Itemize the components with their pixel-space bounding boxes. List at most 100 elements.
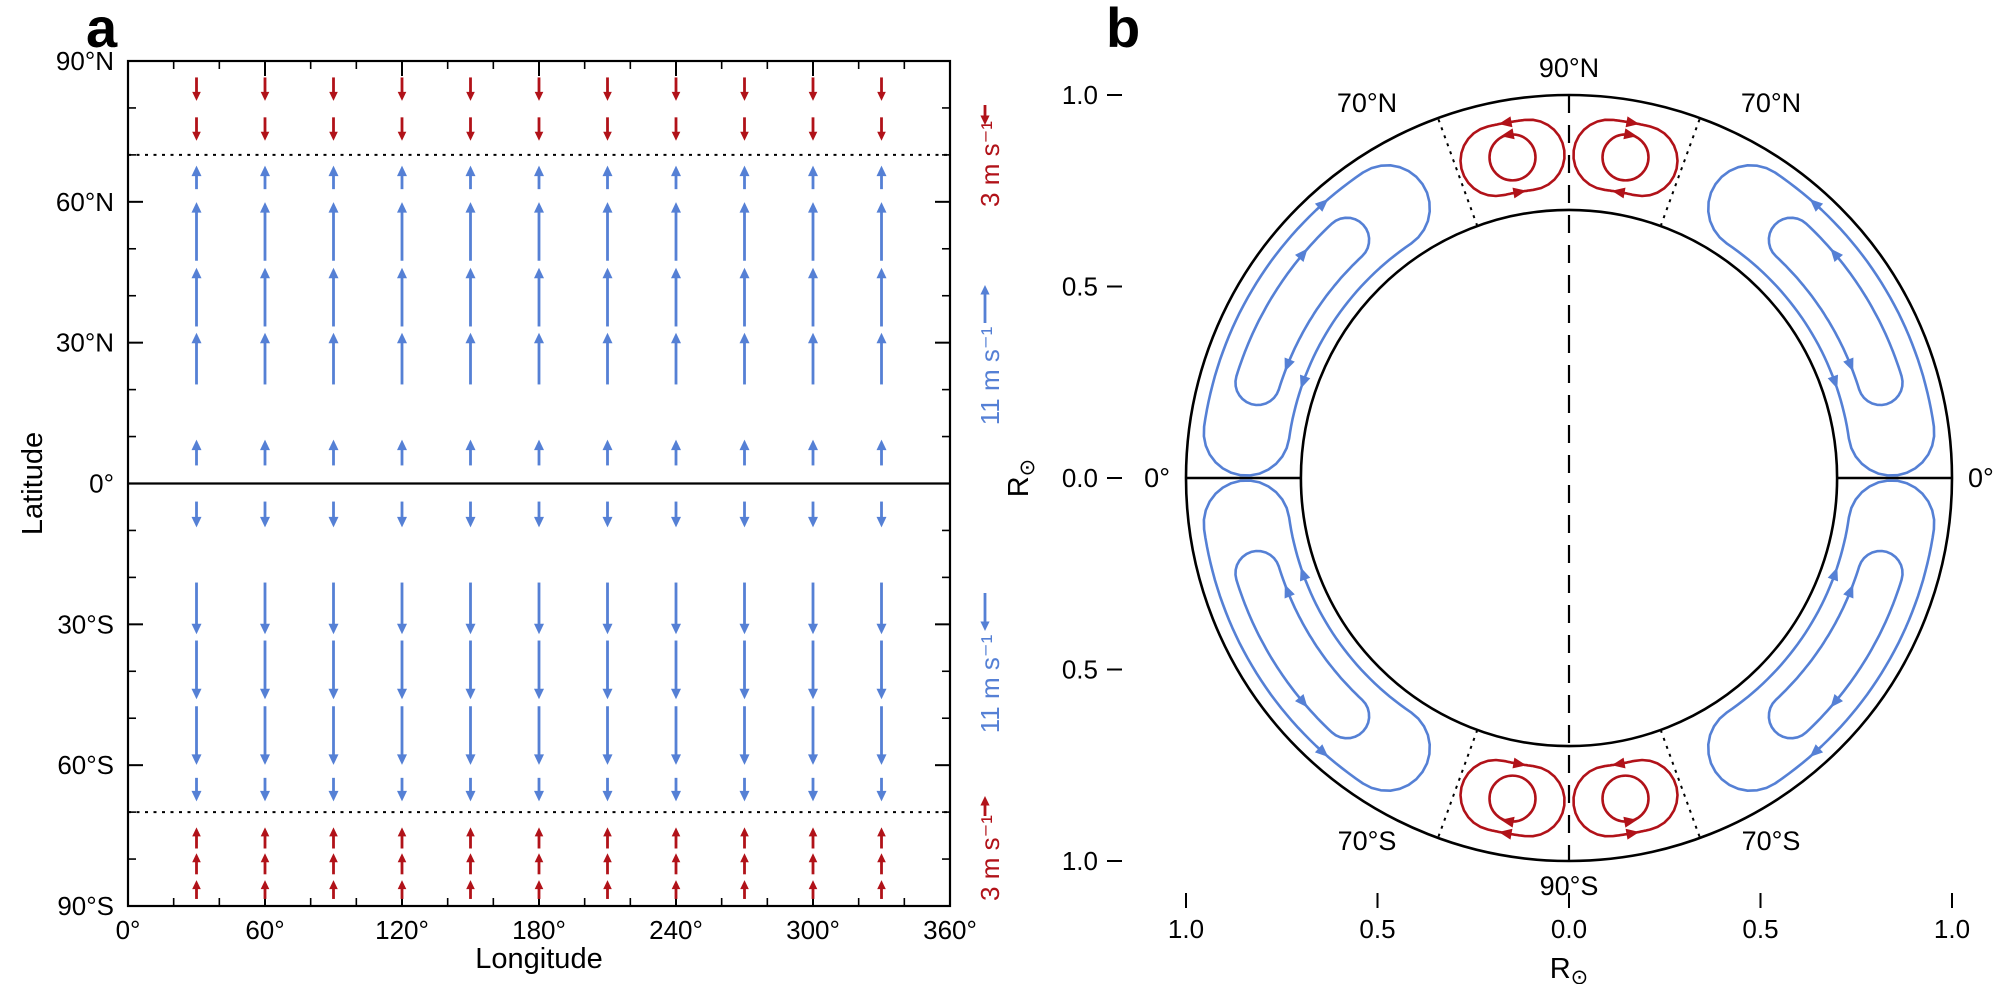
flow-arrow (191, 202, 202, 261)
flow-arrow (739, 332, 750, 385)
flow-arrow (397, 267, 407, 327)
flow-arrow (739, 640, 750, 700)
flow-arrow (603, 827, 612, 849)
flow-arrow (739, 706, 750, 765)
y-axis-title: Latitude (17, 432, 49, 535)
panel-a-quiver: 0° 60° 120° 180° 240° 300° 360° 90°N 60°N 30°N 0° 3… (17, 46, 1005, 975)
flow-arrow (260, 777, 270, 802)
panel-b-streamlines: 90°N70°N 70°N0° 0°70°S 70°S90°S1.0 0.5 0.0 0.5… (1003, 53, 1994, 989)
flow-arrow (534, 853, 544, 875)
flow-arrow (191, 501, 202, 528)
flow-arrow (397, 165, 407, 190)
flow-arrow (808, 853, 818, 875)
flow-arrow (397, 640, 407, 700)
flow-arrow (808, 117, 818, 141)
flow-arrow (877, 880, 886, 899)
streamline-arrowhead (1827, 374, 1838, 389)
blue-streamline (1767, 549, 1904, 740)
flow-arrow (191, 777, 202, 802)
lat-label-90n: 90°N (1539, 53, 1599, 83)
flow-arrow (328, 165, 339, 190)
flow-arrow (876, 501, 887, 528)
x-tick-label: 360° (923, 915, 977, 945)
flow-arrow (397, 706, 407, 765)
flow-arrow (808, 706, 818, 765)
flow-arrow (329, 853, 338, 875)
flow-arrow (328, 706, 339, 765)
streamline-arrowhead (1500, 816, 1515, 828)
flow-arrow (260, 853, 270, 875)
speed-legend-label: 3 m s⁻¹ (975, 121, 1005, 207)
flow-arrow (602, 777, 613, 802)
flow-arrow (260, 117, 270, 141)
flow-arrow (740, 117, 749, 141)
b-x-tick-label: 0.0 (1551, 914, 1587, 944)
flow-arrow (671, 777, 681, 802)
flow-arrow (602, 267, 613, 327)
flow-arrow (465, 706, 476, 765)
red-streamline-inner (1601, 133, 1650, 182)
flow-arrow (191, 267, 202, 327)
y-tick-label: 90°N (56, 46, 114, 76)
flow-arrow (329, 827, 338, 849)
flow-arrow (602, 582, 613, 635)
flow-arrow (808, 267, 818, 327)
speed-legend: 3 m s⁻¹ (975, 105, 1005, 207)
lat-label-70n-right: 70°N (1741, 88, 1801, 118)
flow-arrow (192, 77, 201, 101)
flow-arrow (260, 880, 270, 899)
flow-arrow (534, 165, 544, 190)
flow-arrow (603, 880, 612, 899)
flow-arrow (192, 880, 201, 899)
streamline-arrowhead (1512, 757, 1527, 769)
flow-arrow (329, 77, 338, 101)
blue-streamline (1234, 216, 1371, 407)
flow-arrow (466, 853, 475, 875)
streamline-arrowhead (1809, 744, 1824, 757)
blue-circulation-cell (1707, 479, 1936, 792)
speed-legend: 11 m s⁻¹ (975, 593, 1005, 733)
flow-arrow (328, 439, 339, 466)
streamline-arrowhead (1314, 744, 1329, 757)
flow-arrow (192, 853, 201, 875)
flow-arrow (465, 439, 476, 466)
flow-arrow (877, 853, 886, 875)
red-streamline-inner (1488, 133, 1537, 182)
flow-arrow (739, 267, 750, 327)
blue-circulation-cell (1707, 164, 1936, 477)
b-x-tick-label: 1.0 (1934, 914, 1970, 944)
flow-arrow (397, 332, 407, 385)
x-tick-label: 180° (512, 915, 566, 945)
flow-arrow (671, 77, 681, 101)
flow-arrow (260, 267, 270, 327)
flow-arrow (602, 165, 613, 190)
streamline-arrowhead (1284, 357, 1295, 372)
flow-arrow (740, 880, 749, 899)
boundary-70deg-line (1437, 729, 1479, 839)
flow-arrow (466, 880, 475, 899)
flow-arrow (534, 706, 544, 765)
x-axis-title: Longitude (475, 943, 602, 975)
flow-arrow (534, 332, 544, 385)
x-tick-label: 0° (116, 915, 141, 945)
flow-arrow (260, 439, 270, 466)
x-tick-label: 60° (245, 915, 284, 945)
flow-arrow (260, 165, 270, 190)
flow-arrow (671, 827, 681, 849)
streamline-arrowhead (1300, 567, 1311, 582)
streamline-arrowhead (1625, 828, 1640, 840)
flow-arrow (260, 706, 270, 765)
blue-streamline (1234, 549, 1371, 740)
flow-arrow (534, 501, 544, 528)
panel-a-axes: 0° 60° 120° 180° 240° 300° 360° 90°N 60°N 30°N 0° 3… (56, 46, 977, 945)
flow-arrow (602, 439, 613, 466)
blue-circulation-cell (1202, 164, 1431, 477)
flow-arrow (191, 439, 202, 466)
flow-arrow (876, 640, 887, 700)
flow-arrow (397, 501, 407, 528)
speed-legend: 3 m s⁻¹ (975, 796, 1005, 901)
streamline-arrowhead (1843, 584, 1854, 599)
flow-arrow (671, 501, 681, 528)
streamline-arrowhead (1625, 116, 1640, 128)
streamline-arrowhead (1295, 248, 1308, 262)
